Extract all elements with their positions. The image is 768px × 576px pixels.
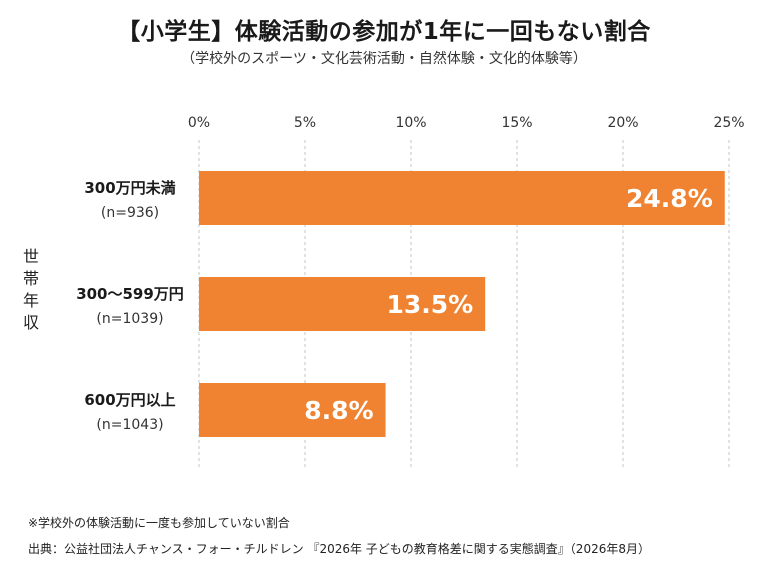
y-axis-label-char: 年 bbox=[23, 291, 39, 310]
y-axis-label-char: 帯 bbox=[23, 269, 39, 288]
category-n-label: (n=1043) bbox=[96, 417, 163, 433]
category-n-label: (n=1039) bbox=[96, 311, 163, 327]
x-tick-label: 10% bbox=[395, 115, 426, 131]
category-label: 300〜599万円 bbox=[76, 285, 184, 303]
bar-chart: 0% 5% 10% 15% 20% 25% 24.8% 300万円未満 (n=936) 13.5%… bbox=[23, 115, 745, 470]
bar-value-label: 13.5% bbox=[386, 290, 473, 319]
x-tick-label: 15% bbox=[501, 115, 532, 131]
bar bbox=[199, 171, 725, 225]
bar-value-label: 24.8% bbox=[626, 184, 713, 213]
x-tick-label: 0% bbox=[188, 115, 210, 131]
source-note: 出典：公益社団法人チャンス・フォー・チルドレン 『2026年 子どもの教育格差に… bbox=[28, 542, 650, 556]
x-tick-label: 5% bbox=[294, 115, 316, 131]
category-n-label: (n=936) bbox=[101, 205, 159, 221]
category-label: 600万円以上 bbox=[84, 391, 175, 409]
y-axis-label-char: 収 bbox=[23, 313, 39, 332]
bar-value-label: 8.8% bbox=[304, 396, 373, 425]
category-label: 300万円未満 bbox=[84, 179, 175, 197]
y-axis-label-char: 世 bbox=[23, 247, 39, 266]
footnote: ※学校外の体験活動に一度も参加していない割合 bbox=[28, 516, 290, 530]
bar bbox=[199, 277, 486, 331]
x-tick-label: 20% bbox=[607, 115, 638, 131]
chart-title: 【小学生】体験活動の参加が1年に一回もない割合 bbox=[117, 19, 651, 45]
x-tick-label: 25% bbox=[713, 115, 744, 131]
bar bbox=[199, 383, 386, 437]
chart-subtitle: （学校外のスポーツ・文化芸術活動・自然体験・文化的体験等） bbox=[181, 51, 587, 67]
